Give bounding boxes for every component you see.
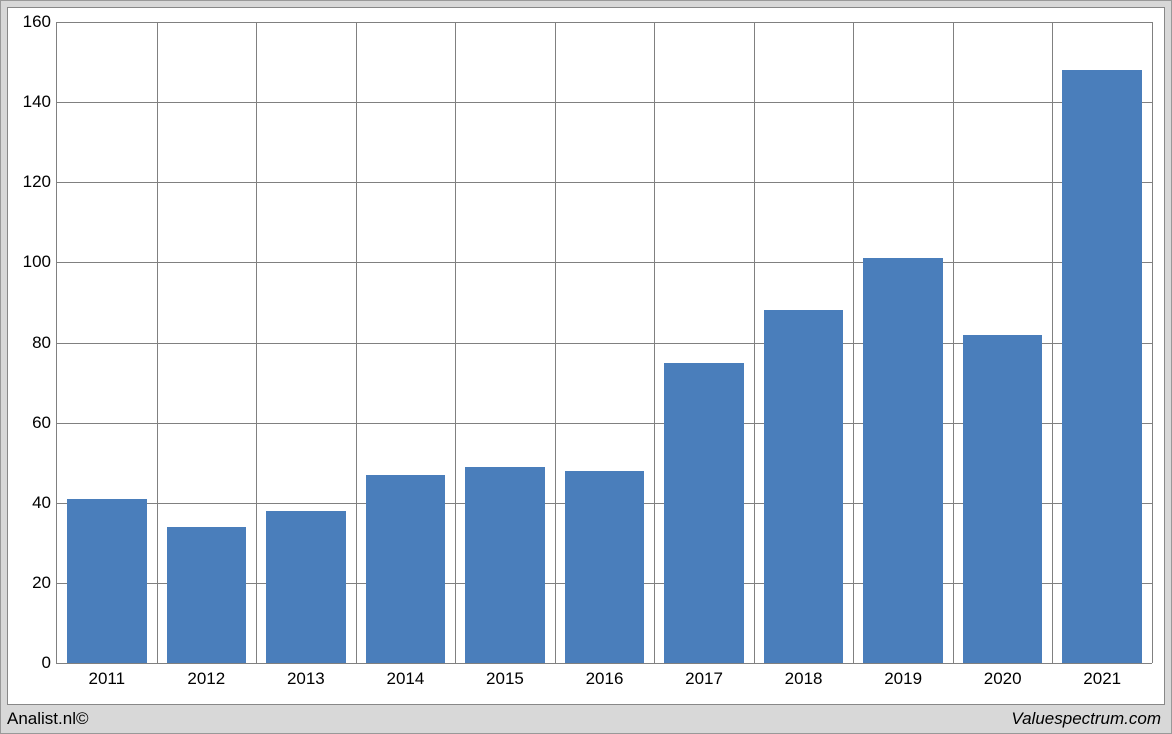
bar — [664, 363, 744, 663]
x-axis-label: 2012 — [187, 669, 225, 689]
y-axis-label: 160 — [23, 12, 51, 32]
gridline-v — [654, 22, 655, 663]
x-axis-label: 2020 — [984, 669, 1022, 689]
bar — [863, 258, 943, 663]
x-axis-label: 2011 — [88, 669, 125, 689]
gridline-v — [455, 22, 456, 663]
y-axis-label: 60 — [32, 413, 51, 433]
gridline-h — [57, 102, 1152, 103]
y-axis-label: 40 — [32, 493, 51, 513]
bar — [167, 527, 247, 663]
bar — [465, 467, 545, 663]
gridline-v — [256, 22, 257, 663]
y-axis-label: 100 — [23, 252, 51, 272]
x-axis-label: 2019 — [884, 669, 922, 689]
bar — [565, 471, 645, 663]
gridline-v — [953, 22, 954, 663]
gridline-v — [1052, 22, 1053, 663]
bar — [266, 511, 346, 663]
x-axis-label: 2021 — [1083, 669, 1121, 689]
plot-area: 0204060801001201401602011201220132014201… — [56, 22, 1152, 664]
chart-frame: 0 20 40 60 80 100 120 140 160 2011 2012 2013 2014 201… — [7, 7, 1165, 705]
bar — [366, 475, 446, 663]
bar — [764, 310, 844, 663]
bar — [67, 499, 147, 663]
y-axis-label: 80 — [32, 333, 51, 353]
footer-right-credit: Valuespectrum.com — [1011, 709, 1161, 729]
bar — [963, 335, 1043, 664]
y-axis-label: 0 — [42, 653, 51, 673]
x-axis-label: 2014 — [386, 669, 424, 689]
gridline-v — [1152, 22, 1153, 663]
gridline-h — [57, 22, 1152, 23]
gridline-v — [754, 22, 755, 663]
gridline-v — [356, 22, 357, 663]
gridline-v — [555, 22, 556, 663]
x-axis-label: 2015 — [486, 669, 524, 689]
y-axis-label: 120 — [23, 172, 51, 192]
bar — [1062, 70, 1142, 663]
x-axis-label: 2016 — [586, 669, 624, 689]
x-axis-label: 2013 — [287, 669, 325, 689]
gridline-h — [57, 262, 1152, 263]
x-axis-label: 2018 — [785, 669, 823, 689]
y-axis-label: 140 — [23, 92, 51, 112]
gridline-v — [853, 22, 854, 663]
footer-left-credit: Analist.nl© — [7, 709, 89, 729]
x-axis-label: 2017 — [685, 669, 723, 689]
y-axis-label: 20 — [32, 573, 51, 593]
gridline-v — [157, 22, 158, 663]
gridline-h — [57, 182, 1152, 183]
